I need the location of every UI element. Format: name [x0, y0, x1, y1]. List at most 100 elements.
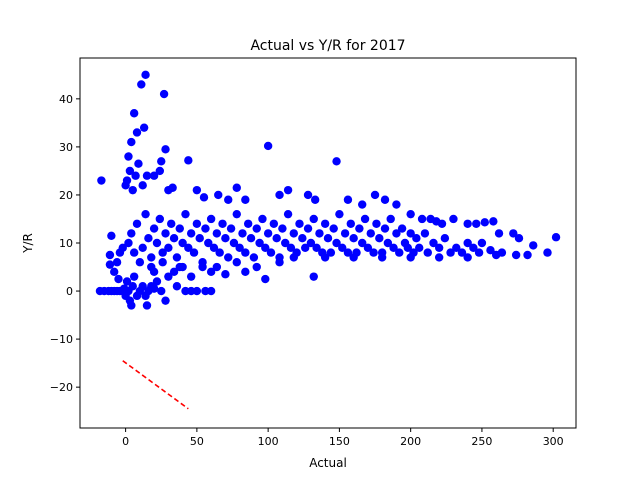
scatter-point	[243, 219, 253, 228]
scatter-point	[449, 214, 458, 224]
scatter-point	[138, 181, 147, 190]
scatter-point	[232, 209, 241, 219]
scatter-point	[110, 267, 119, 277]
scatter-point	[463, 238, 472, 248]
scatter-point	[235, 243, 244, 253]
scatter-point	[215, 248, 224, 257]
scatter-point	[155, 214, 165, 224]
scatter-point	[144, 233, 153, 243]
scatter-point	[134, 159, 143, 168]
scatter-point	[377, 253, 387, 262]
scatter-point	[147, 262, 156, 272]
scatter-point	[301, 243, 310, 253]
scatter-point	[158, 248, 167, 257]
scatter-point	[159, 89, 169, 99]
trend-line	[122, 360, 189, 410]
scatter-point	[155, 166, 165, 176]
scatter-point	[303, 190, 313, 200]
scatter-point	[349, 233, 358, 243]
scatter-point	[275, 258, 284, 267]
scatter-point	[375, 233, 384, 243]
y-tick-label: −20	[50, 381, 73, 394]
scatter-point	[241, 267, 250, 277]
x-tick-label: 150	[329, 435, 350, 448]
scatter-point	[463, 219, 472, 228]
scatter-point	[406, 209, 415, 219]
scatter-point	[206, 286, 216, 296]
scatter-point	[272, 233, 281, 243]
scatter-point	[212, 262, 222, 272]
scatter-point	[129, 272, 139, 281]
scatter-point	[310, 195, 320, 204]
scatter-point	[232, 258, 241, 267]
scatter-point	[152, 277, 162, 286]
scatter-point	[201, 224, 210, 233]
scatter-point	[252, 224, 261, 233]
scatter-point	[309, 214, 318, 224]
scatter-point	[105, 250, 115, 260]
scatter-point	[178, 238, 187, 248]
scatter-point	[303, 224, 313, 233]
scatter-point	[363, 243, 373, 253]
scatter-point	[209, 243, 219, 253]
scatter-point	[172, 282, 182, 291]
scatter-point	[164, 272, 173, 281]
scatter-point	[358, 238, 367, 248]
scatter-point	[263, 229, 273, 238]
x-tick-label: 100	[258, 435, 279, 448]
scatter-point	[198, 262, 207, 272]
scatter-point	[195, 233, 204, 243]
scatter-point	[125, 166, 135, 176]
scatter-point	[343, 195, 353, 204]
scatter-point	[218, 219, 227, 228]
y-tick-label: −10	[50, 333, 73, 346]
scatter-point	[129, 109, 139, 118]
scatter-point	[114, 274, 123, 284]
scatter-point	[343, 248, 353, 257]
scatter-point	[97, 176, 106, 185]
scatter-point	[246, 233, 256, 243]
scatter-point	[437, 219, 447, 228]
scatter-point	[137, 80, 146, 89]
y-tick-label: 20	[59, 189, 73, 202]
scatter-point	[149, 284, 159, 293]
scatter-point	[406, 253, 415, 262]
scatter-point	[135, 258, 145, 267]
scatter-point	[184, 243, 193, 253]
y-tick-label: 30	[59, 141, 73, 154]
scatter-point	[440, 233, 450, 243]
scatter-point	[199, 193, 209, 202]
scatter-point	[127, 301, 136, 310]
scatter-point	[275, 190, 284, 200]
scatter-point	[128, 185, 137, 195]
chart-title: Actual vs Y/R for 2017	[250, 38, 405, 54]
scatter-point	[312, 243, 321, 253]
scatter-point	[494, 229, 504, 238]
scatter-point	[164, 243, 173, 253]
scatter-point	[255, 238, 264, 248]
scatter-point	[261, 274, 270, 284]
scatter-point	[181, 209, 190, 219]
scatter-point	[169, 267, 179, 277]
scatter-point	[107, 231, 116, 240]
scatter-point	[278, 224, 287, 233]
scatter-point	[452, 243, 461, 253]
scatter-point	[232, 183, 241, 192]
scatter-point	[221, 233, 230, 243]
scatter-point	[147, 253, 156, 262]
scatter-point	[152, 238, 162, 248]
scatter-point	[417, 214, 427, 224]
x-tick-label: 300	[543, 435, 564, 448]
scatter-point	[178, 262, 187, 272]
scatter-point	[480, 218, 489, 227]
y-axis-label: Y/R	[21, 233, 35, 254]
scatter-point	[383, 238, 393, 248]
scatter-point	[366, 229, 375, 238]
scatter-point	[192, 286, 202, 296]
scatter-point	[142, 301, 152, 310]
scatter-point	[124, 238, 133, 248]
scatter-point	[469, 243, 478, 253]
scatter-point	[224, 195, 233, 204]
scatter-point	[241, 248, 250, 257]
